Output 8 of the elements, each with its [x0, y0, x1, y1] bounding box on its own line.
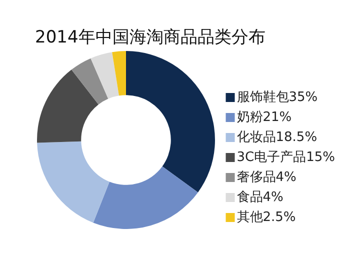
legend-label: 服饰鞋包35%	[236, 90, 318, 105]
chart-title: 2014年中国海淘商品品类分布	[35, 28, 266, 48]
legend-label: 化妆品18.5%	[236, 130, 318, 145]
legend-label: 食品4%	[236, 190, 284, 205]
legend-label: 其他2.5%	[236, 210, 296, 225]
legend-label: 3C电子产品15%	[236, 150, 336, 165]
legend-label: 奶粉21%	[236, 110, 292, 125]
legend-label: 奢侈品4%	[236, 170, 296, 185]
